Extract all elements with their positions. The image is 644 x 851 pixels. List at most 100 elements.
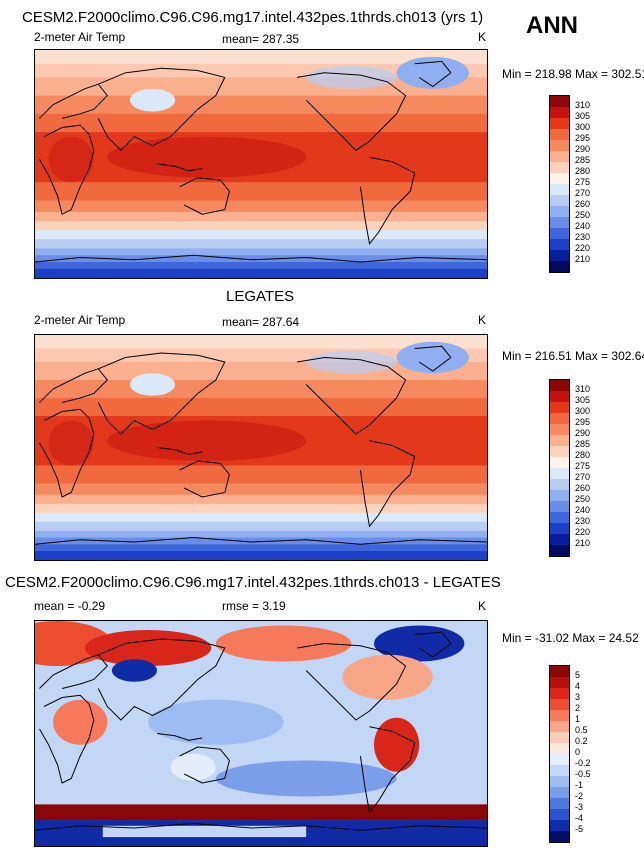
colorbar-swatch [550,798,569,809]
colorbar-swatch [550,107,569,118]
colorbar-swatch [550,523,569,534]
panel3-colorbar [549,665,570,843]
temperature-band [35,50,487,65]
temperature-band [35,465,487,484]
colorbar-tick-label: 300 [575,406,591,416]
temperature-band [35,398,487,417]
colorbar-tick-label: 260 [575,199,591,209]
colorbar-tick-label: 290 [575,144,591,154]
coastline [39,124,95,215]
coastline [39,408,95,498]
colorbar-swatch [550,457,569,468]
colorbar-tick-label: 0 [575,747,581,757]
panel1-minmax: Min = 218.98 Max = 302.51 [502,67,644,81]
coastline [35,254,487,263]
colorbar-swatch [550,534,569,545]
colorbar-tick-label: -0.5 [575,769,591,779]
colorbar-tick-label: -3 [575,802,584,812]
colorbar-swatch [550,228,569,239]
cold-region [306,65,397,89]
temperature-band [35,544,487,552]
colorbar-swatch [550,754,569,765]
colorbar-swatch [550,468,569,479]
colorbar-tick-label: 220 [575,243,591,253]
temperature-band [35,380,487,399]
coastline [179,460,230,498]
panel1-colorbar [549,95,570,273]
colorbar-swatch [550,677,569,688]
coastline [97,352,226,435]
colorbar-swatch [550,206,569,217]
warm-pool [48,136,94,183]
panel3-rmse-label: rmse = 3.19 [222,599,286,613]
colorbar-swatch [550,413,569,424]
temperature-band [35,483,487,496]
colorbar-tick-label: 260 [575,483,591,493]
colorbar-swatch [550,710,569,721]
temperature-band [35,262,487,270]
colorbar-swatch [550,809,569,820]
coastline [39,694,95,784]
colorbar-swatch [550,501,569,512]
colorbar-tick-label: 275 [575,177,591,187]
panel3-mean-label: mean = -0.29 [34,599,106,613]
warm-pool [48,420,94,466]
southern-band-positive [35,804,487,821]
colorbar-swatch [550,776,569,787]
panel2-colorbar [549,379,570,557]
temperature-band [35,494,487,505]
colorbar-tick-label: 1 [575,714,581,724]
panel2-title: LEGATES [226,288,295,305]
panel2-variable-label: 2-meter Air Temp [34,313,126,327]
coastline [156,163,203,172]
colorbar-swatch [550,820,569,831]
temperature-band [35,239,487,249]
coastline [97,67,226,152]
colorbar-swatch [550,490,569,501]
temperature-band [35,335,487,349]
coastline [414,345,452,372]
colorbar-swatch [550,151,569,162]
colorbar-swatch [550,479,569,490]
colorbar-swatch [550,391,569,402]
colorbar-tick-label: 300 [575,122,591,132]
colorbar-swatch [550,435,569,446]
panel2-map [34,334,488,561]
panel1-map [34,49,488,279]
colorbar-swatch [550,129,569,140]
coastline [359,726,416,814]
cold-region [129,88,176,112]
colorbar-tick-label: 295 [575,133,591,143]
coastline [297,642,407,721]
colorbar-tick-label: 285 [575,155,591,165]
colorbar-tick-label: -4 [575,813,584,823]
colorbar-swatch [550,424,569,435]
colorbar-tick-label: 2 [575,703,581,713]
colorbar-tick-label: 0.2 [575,736,588,746]
diff-anomaly [215,625,352,662]
temperature-band [35,268,487,278]
colorbar-tick-label: -2 [575,791,584,801]
warm-pool [107,136,307,178]
colorbar-tick-label: 280 [575,166,591,176]
colorbar-swatch [550,545,569,556]
colorbar-swatch [550,512,569,523]
temperature-band [35,530,487,539]
coastline [156,447,203,455]
diff-anomaly [215,760,397,797]
colorbar-tick-label: 285 [575,439,591,449]
colorbar-tick-label: 310 [575,384,591,394]
panel3-title: CESM2.F2000climo.C96.C96.mg17.intel.432p… [5,574,501,591]
colorbar-swatch [550,239,569,250]
colorbar-swatch [550,402,569,413]
coastline [297,72,407,151]
coastline [414,631,452,658]
panel1-units: K [478,30,487,44]
colorbar-tick-label: 270 [575,188,591,198]
colorbar-swatch [550,162,569,173]
colorbar-swatch [550,446,569,457]
coastline [414,60,452,88]
colorbar-swatch [550,732,569,743]
panel3-map [34,620,488,847]
temperature-band [35,113,487,133]
